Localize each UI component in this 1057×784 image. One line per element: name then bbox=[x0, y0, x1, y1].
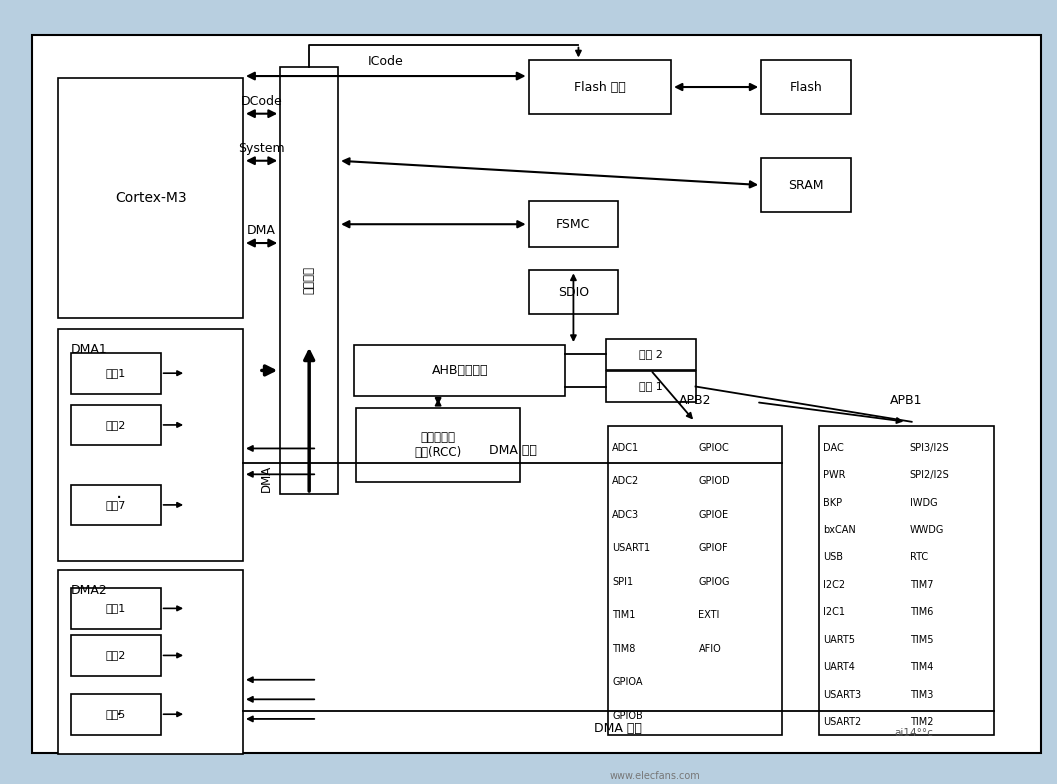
Text: SPI1: SPI1 bbox=[612, 577, 633, 586]
Text: BKP: BKP bbox=[823, 498, 842, 507]
Text: AHB系统总线: AHB系统总线 bbox=[431, 364, 488, 377]
Text: ai14°°c: ai14°°c bbox=[895, 728, 933, 738]
Bar bbox=[761, 158, 851, 212]
Bar bbox=[71, 588, 161, 629]
Bar bbox=[356, 408, 520, 482]
Text: USART2: USART2 bbox=[823, 717, 861, 727]
Text: GPIOE: GPIOE bbox=[699, 510, 728, 520]
Text: bxCAN: bxCAN bbox=[823, 525, 856, 535]
Text: ADC1: ADC1 bbox=[612, 443, 639, 452]
Text: 通道5: 通道5 bbox=[106, 710, 126, 719]
Text: DMA 请求: DMA 请求 bbox=[594, 722, 643, 735]
Text: TIM5: TIM5 bbox=[910, 635, 933, 644]
Text: ICode: ICode bbox=[368, 56, 404, 68]
Text: System: System bbox=[238, 142, 285, 154]
Text: GPIOB: GPIOB bbox=[612, 711, 643, 721]
Text: TIM1: TIM1 bbox=[612, 611, 635, 620]
Text: USART3: USART3 bbox=[823, 690, 861, 699]
Text: UART5: UART5 bbox=[823, 635, 855, 644]
Text: .: . bbox=[116, 483, 122, 502]
Text: GPIOC: GPIOC bbox=[699, 443, 729, 452]
Text: TIM4: TIM4 bbox=[910, 662, 933, 672]
Text: GPIOG: GPIOG bbox=[699, 577, 730, 586]
Text: 桥接 2: 桥接 2 bbox=[638, 350, 663, 359]
Text: ADC3: ADC3 bbox=[612, 510, 639, 520]
Text: USART1: USART1 bbox=[612, 543, 650, 554]
Text: GPIOF: GPIOF bbox=[699, 543, 728, 554]
Text: DMA 请求: DMA 请求 bbox=[488, 444, 537, 456]
Bar bbox=[58, 570, 243, 754]
Bar bbox=[71, 694, 161, 735]
Text: EXTI: EXTI bbox=[699, 611, 720, 620]
Bar bbox=[528, 201, 618, 247]
Text: SPI3/I2S: SPI3/I2S bbox=[910, 443, 949, 452]
Bar bbox=[606, 371, 696, 402]
Bar bbox=[71, 635, 161, 676]
Text: USB: USB bbox=[823, 553, 843, 562]
Text: TIM3: TIM3 bbox=[910, 690, 933, 699]
Text: RTC: RTC bbox=[910, 553, 928, 562]
Text: 通道2: 通道2 bbox=[106, 651, 126, 660]
Text: 桥接 1: 桥接 1 bbox=[638, 382, 663, 391]
Text: DMA: DMA bbox=[247, 224, 276, 237]
Text: GPIOD: GPIOD bbox=[699, 476, 730, 486]
Text: 总线矩阵: 总线矩阵 bbox=[302, 267, 316, 294]
Text: 复位和时钟
控制(RCC): 复位和时钟 控制(RCC) bbox=[414, 431, 462, 459]
Text: 通道1: 通道1 bbox=[106, 368, 126, 378]
Text: TIM6: TIM6 bbox=[910, 608, 933, 617]
Text: SRAM: SRAM bbox=[789, 179, 823, 191]
Bar bbox=[354, 345, 565, 396]
Text: TIM7: TIM7 bbox=[910, 580, 933, 590]
Text: Flash 接口: Flash 接口 bbox=[574, 81, 626, 93]
Bar bbox=[819, 426, 994, 735]
Text: I2C1: I2C1 bbox=[823, 608, 846, 617]
Text: DMA1: DMA1 bbox=[71, 343, 108, 357]
Text: GPIOA: GPIOA bbox=[612, 677, 643, 688]
Text: SDIO: SDIO bbox=[558, 285, 589, 299]
Bar bbox=[761, 60, 851, 114]
Text: FSMC: FSMC bbox=[556, 218, 591, 230]
Text: TIM8: TIM8 bbox=[612, 644, 635, 654]
Bar bbox=[71, 353, 161, 394]
Text: IWDG: IWDG bbox=[910, 498, 938, 507]
Bar bbox=[280, 67, 338, 494]
Bar bbox=[71, 485, 161, 525]
Bar bbox=[528, 60, 671, 114]
Text: WWDG: WWDG bbox=[910, 525, 944, 535]
Text: DMA2: DMA2 bbox=[71, 584, 108, 597]
Text: I2C2: I2C2 bbox=[823, 580, 846, 590]
Text: DCode: DCode bbox=[241, 95, 282, 107]
Bar bbox=[608, 426, 782, 735]
Text: Flash: Flash bbox=[790, 81, 822, 93]
Text: 通道2: 通道2 bbox=[106, 420, 126, 430]
Bar bbox=[71, 405, 161, 445]
Text: www.elecfans.com: www.elecfans.com bbox=[610, 771, 701, 781]
Text: .: . bbox=[116, 700, 122, 719]
Text: PWR: PWR bbox=[823, 470, 846, 480]
Bar bbox=[528, 270, 618, 314]
Text: ADC2: ADC2 bbox=[612, 476, 639, 486]
Text: APB2: APB2 bbox=[679, 394, 711, 407]
Text: 通道7: 通道7 bbox=[106, 500, 126, 510]
Bar bbox=[58, 329, 243, 561]
Bar bbox=[58, 78, 243, 318]
Text: APB1: APB1 bbox=[890, 394, 923, 407]
Text: 通道1: 通道1 bbox=[106, 604, 126, 613]
Text: UART4: UART4 bbox=[823, 662, 855, 672]
Text: DMA: DMA bbox=[260, 465, 273, 492]
Text: AFIO: AFIO bbox=[699, 644, 721, 654]
Text: Cortex-M3: Cortex-M3 bbox=[115, 191, 186, 205]
Text: DAC: DAC bbox=[823, 443, 845, 452]
Text: TIM2: TIM2 bbox=[910, 717, 933, 727]
Bar bbox=[606, 339, 696, 370]
Text: SPI2/I2S: SPI2/I2S bbox=[910, 470, 949, 480]
